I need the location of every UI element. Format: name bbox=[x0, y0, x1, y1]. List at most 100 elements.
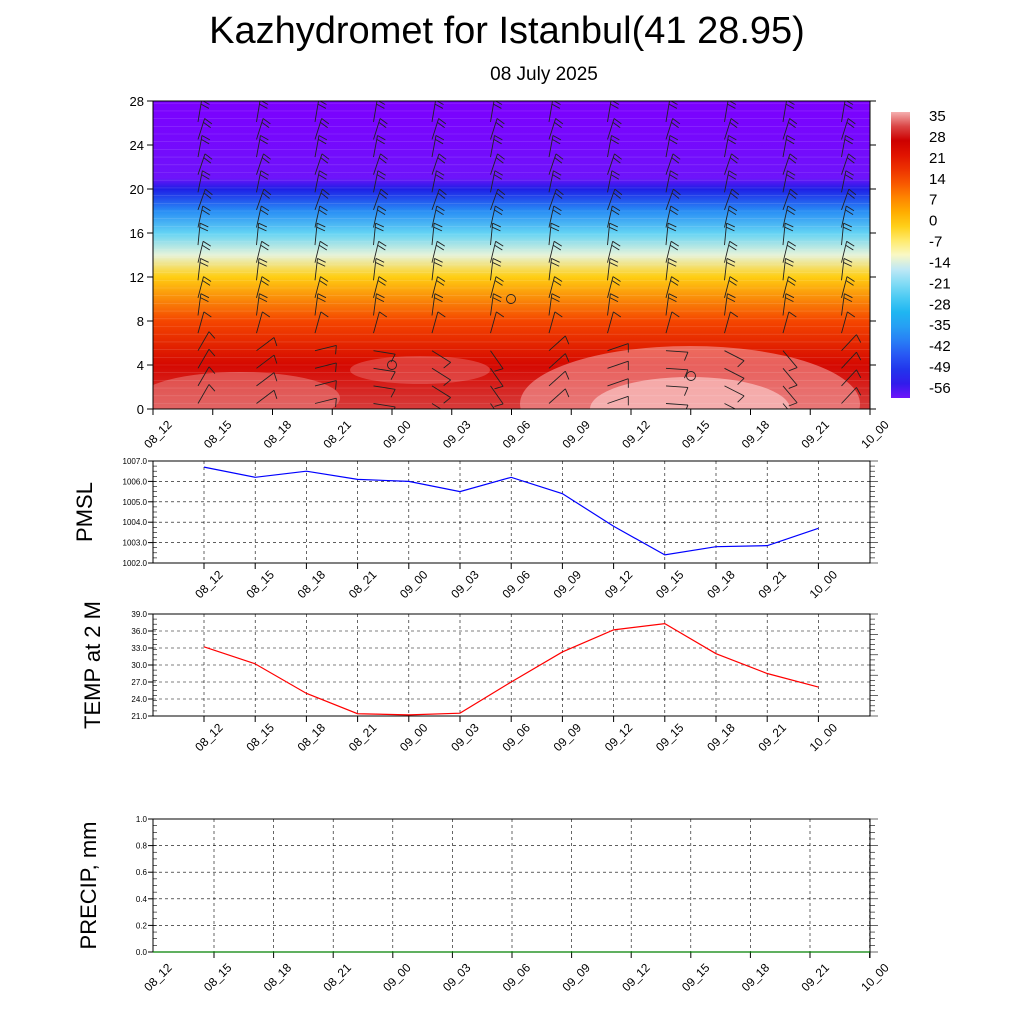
colorbar-label: 7 bbox=[929, 192, 937, 209]
barb-shaft bbox=[490, 311, 497, 334]
barb-shaft bbox=[607, 311, 614, 334]
ytick-label: 1004.0 bbox=[123, 518, 148, 527]
colorbar-label: 28 bbox=[929, 129, 946, 146]
barb-shaft bbox=[724, 118, 732, 140]
wind-barb bbox=[490, 101, 503, 122]
barb-flag bbox=[612, 121, 621, 129]
barb-flag bbox=[320, 157, 329, 164]
wind-barb bbox=[724, 385, 745, 403]
barb-shaft bbox=[197, 118, 206, 140]
barb-flag bbox=[550, 222, 560, 228]
wind-barb bbox=[431, 153, 447, 175]
barb-shaft bbox=[665, 223, 669, 246]
barb-flag bbox=[380, 188, 389, 196]
barb-flag bbox=[273, 372, 278, 382]
barb-shaft bbox=[314, 362, 337, 369]
barb-flag bbox=[202, 101, 210, 105]
barb-flag bbox=[669, 139, 678, 145]
barb-shaft bbox=[724, 223, 728, 246]
wind-barb bbox=[724, 350, 745, 368]
barb-flag bbox=[788, 192, 797, 199]
barb-flag bbox=[728, 209, 737, 215]
barb-flag bbox=[790, 188, 798, 196]
barb-flag bbox=[670, 240, 679, 247]
xtick-label: 08_21 bbox=[346, 720, 380, 754]
wind-barb bbox=[490, 188, 506, 211]
wind-barb bbox=[607, 222, 618, 246]
barb-flag bbox=[611, 101, 620, 105]
barb-shaft bbox=[431, 101, 436, 122]
barb-shaft bbox=[665, 385, 688, 388]
barb-flag bbox=[613, 118, 622, 125]
barb-shaft bbox=[724, 241, 731, 263]
barb-flag bbox=[258, 258, 268, 263]
barb-shaft bbox=[197, 276, 204, 299]
wind-barb bbox=[548, 293, 561, 316]
barb-flag bbox=[737, 395, 745, 403]
barb-shaft bbox=[724, 170, 730, 193]
barb-flag bbox=[552, 135, 562, 141]
wind-barb bbox=[607, 311, 622, 334]
wind-barb bbox=[665, 240, 679, 263]
barb-shaft bbox=[782, 368, 798, 386]
barb-flag bbox=[436, 101, 444, 105]
wind-barb bbox=[431, 258, 443, 281]
barb-shaft bbox=[665, 189, 674, 211]
barb-flag bbox=[787, 280, 796, 286]
barb-flag bbox=[843, 258, 853, 263]
barb-flag bbox=[730, 118, 739, 125]
wind-barb bbox=[548, 335, 570, 352]
barb-flag bbox=[785, 103, 795, 109]
barb-flag bbox=[493, 103, 502, 109]
wind-barb bbox=[314, 240, 328, 263]
barb-flag bbox=[788, 367, 798, 372]
barb-shaft bbox=[548, 258, 552, 281]
barb-shaft bbox=[373, 403, 396, 408]
xtick-label: 10_00 bbox=[858, 960, 892, 994]
barb-flag bbox=[259, 139, 268, 145]
barb-shaft bbox=[256, 276, 263, 299]
barb-flag bbox=[671, 192, 680, 199]
wind-barb bbox=[724, 403, 737, 409]
barb-shaft bbox=[724, 258, 728, 281]
barb-flag bbox=[436, 240, 445, 247]
barb-shaft bbox=[314, 380, 337, 387]
wind-barb bbox=[314, 101, 327, 122]
barb-shaft bbox=[490, 101, 495, 122]
wind-barb bbox=[724, 293, 736, 316]
wind-barb bbox=[490, 153, 505, 175]
wind-barb bbox=[841, 153, 856, 175]
wind-barb bbox=[841, 293, 853, 316]
barb-shaft bbox=[607, 343, 629, 352]
wind-barb bbox=[256, 311, 271, 334]
wind-barb bbox=[782, 240, 796, 263]
barb-flag bbox=[261, 240, 270, 247]
barb-flag bbox=[668, 103, 678, 109]
wind-barb bbox=[197, 276, 212, 299]
barb-flag bbox=[551, 293, 561, 299]
wind-barb bbox=[841, 188, 857, 211]
wind-barb bbox=[197, 118, 213, 140]
wind-barb bbox=[782, 101, 795, 122]
panel-frame bbox=[152, 818, 871, 953]
barb-flag bbox=[726, 258, 736, 263]
barb-flag bbox=[317, 103, 327, 109]
barb-flag bbox=[494, 135, 503, 141]
barb-flag bbox=[375, 226, 384, 232]
wind-barb bbox=[665, 350, 689, 361]
barb-shaft bbox=[782, 205, 789, 228]
barb-flag bbox=[335, 398, 337, 408]
barb-shaft bbox=[314, 344, 337, 352]
wind-barb bbox=[256, 222, 267, 246]
barb-flag bbox=[319, 170, 328, 176]
barb-flag bbox=[259, 293, 268, 299]
xtick-label: 09_15 bbox=[653, 567, 687, 601]
barb-flag bbox=[433, 222, 443, 228]
colorbar-label: -42 bbox=[929, 338, 951, 355]
heatmap-xtick-label: 08_21 bbox=[320, 417, 354, 451]
barb-flag bbox=[437, 276, 446, 282]
wind-barb bbox=[665, 367, 689, 379]
wind-barb bbox=[607, 276, 621, 299]
xtick-label: 09_03 bbox=[448, 720, 482, 754]
xtick-label: 09_21 bbox=[755, 567, 789, 601]
